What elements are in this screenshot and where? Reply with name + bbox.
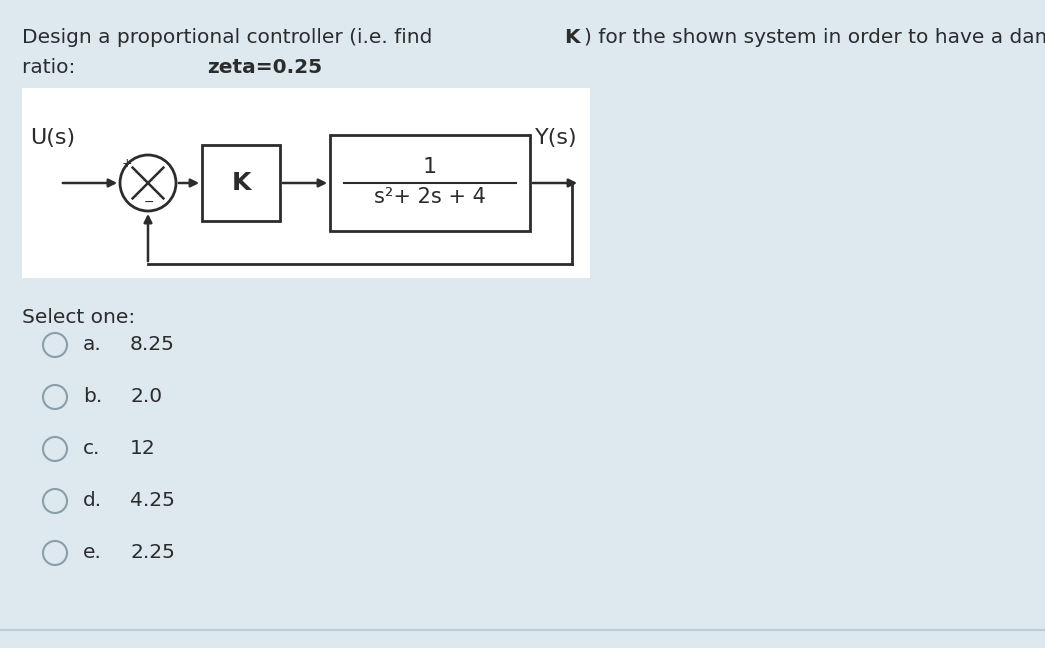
- Text: e.: e.: [83, 544, 101, 562]
- Circle shape: [43, 489, 67, 513]
- Bar: [330, 135, 530, 231]
- Text: K: K: [564, 28, 580, 47]
- Text: Select one:: Select one:: [22, 308, 135, 327]
- Text: d.: d.: [83, 491, 102, 511]
- Text: 1: 1: [423, 157, 437, 177]
- Text: Y(s): Y(s): [535, 128, 578, 148]
- Text: −: −: [144, 196, 155, 209]
- Bar: [22, 88, 590, 278]
- Text: a.: a.: [83, 336, 101, 354]
- Text: ratio:: ratio:: [22, 58, 82, 77]
- Text: 2.0: 2.0: [130, 388, 162, 406]
- Text: zeta=0.25: zeta=0.25: [207, 58, 323, 77]
- Text: Design a proportional controller (i.e. find: Design a proportional controller (i.e. f…: [22, 28, 439, 47]
- Text: +: +: [122, 157, 133, 170]
- Circle shape: [43, 541, 67, 565]
- Text: c.: c.: [83, 439, 100, 459]
- Circle shape: [43, 385, 67, 409]
- Text: ) for the shown system in order to have a damping: ) for the shown system in order to have …: [584, 28, 1045, 47]
- Circle shape: [43, 333, 67, 357]
- Bar: [202, 145, 280, 221]
- Text: 8.25: 8.25: [130, 336, 175, 354]
- Circle shape: [43, 437, 67, 461]
- Text: 12: 12: [130, 439, 156, 459]
- Text: b.: b.: [83, 388, 102, 406]
- Text: 4.25: 4.25: [130, 491, 175, 511]
- Text: 2.25: 2.25: [130, 544, 175, 562]
- Text: K: K: [231, 171, 251, 195]
- Text: U(s): U(s): [30, 128, 75, 148]
- Text: s²+ 2s + 4: s²+ 2s + 4: [374, 187, 486, 207]
- Circle shape: [120, 155, 176, 211]
